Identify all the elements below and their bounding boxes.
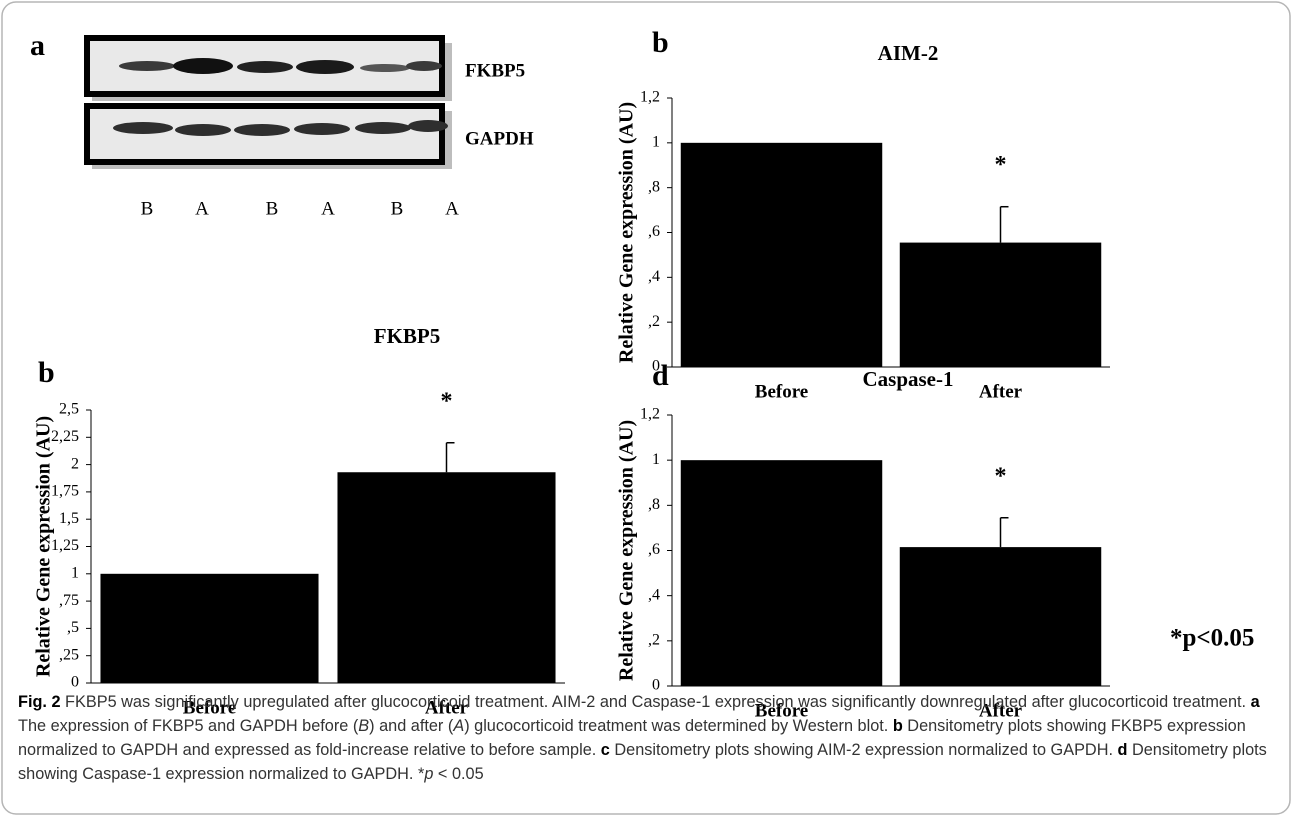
bar (680, 460, 883, 686)
caption-text: ) glucocorticoid treatment was determine… (464, 717, 893, 735)
caption-panel: b (892, 717, 903, 735)
y-tick-label: ,6 (648, 223, 660, 240)
caption-text: Densitometry plots showing AIM-2 express… (609, 741, 1118, 759)
significance-note: *p<0.05 (1170, 625, 1254, 652)
y-tick-label: 0 (71, 674, 79, 691)
bar (899, 242, 1102, 367)
y-tick-label: 0 (652, 677, 660, 694)
caption-text: Densitometry plots showing Caspase-1 exp… (18, 741, 1272, 783)
caption-panel: c (600, 741, 610, 759)
y-tick-label: 1,2 (640, 89, 660, 106)
y-tick-label: ,25 (59, 646, 79, 663)
y-tick-label: ,6 (648, 541, 660, 558)
y-tick-label: 2,5 (59, 401, 79, 418)
lane-label: B (266, 198, 279, 219)
bar (100, 573, 319, 683)
bar (337, 472, 556, 683)
x-tick-label: After (979, 700, 1023, 721)
y-tick-label: ,4 (648, 268, 660, 285)
caption-text: Densitometry plots showing FKBP5 express… (18, 717, 1251, 759)
y-tick-label: 1 (652, 451, 660, 468)
y-tick-label: ,75 (59, 592, 79, 609)
x-tick-label: Before (755, 381, 808, 402)
blot-bands (119, 58, 442, 74)
caption-text: ) and after ( (369, 717, 454, 735)
bar (680, 142, 883, 367)
caption-text: < 0.05 (433, 765, 484, 783)
frame (1, 1, 1291, 815)
significance-marker: * (995, 463, 1007, 489)
panel-letter: b (38, 356, 55, 389)
x-tick-label: After (425, 697, 469, 718)
y-tick-label: 2,25 (51, 428, 79, 445)
caption-text: The expression of FKBP5 and GAPDH before… (18, 693, 1264, 735)
y-tick-label: ,5 (67, 619, 79, 636)
panel-letter: d (652, 359, 669, 392)
y-tick-label: ,2 (648, 632, 660, 649)
caption-label: Fig. 2 (18, 693, 61, 711)
blot-row-label: FKBP5 (465, 60, 525, 81)
lane-label: B (391, 198, 404, 219)
bar (899, 547, 1102, 686)
y-tick-label: 1,25 (51, 537, 79, 554)
significance-marker: * (441, 388, 453, 414)
lane-label: A (445, 198, 459, 219)
significance-marker: * (995, 152, 1007, 178)
y-tick-label: 1,75 (51, 483, 79, 500)
y-axis-label: Relative Gene expression (AU) (33, 416, 55, 677)
y-tick-label: 1 (71, 564, 79, 581)
y-tick-label: 0 (652, 358, 660, 375)
x-tick-label: After (979, 381, 1023, 402)
caption-panel: a (1250, 693, 1260, 711)
y-tick-label: ,2 (648, 313, 660, 330)
caption-text: A (453, 717, 465, 735)
caption-text: B (358, 717, 370, 735)
x-tick-label: Before (755, 700, 808, 721)
lane-label: A (321, 198, 335, 219)
y-tick-label: 2 (71, 455, 79, 472)
y-tick-label: 1,5 (59, 510, 79, 527)
caption-text: FKBP5 was significantly upregulated afte… (60, 693, 1251, 711)
lane-label: A (195, 198, 209, 219)
chart-title: AIM-2 (878, 41, 939, 65)
y-tick-label: ,8 (648, 178, 660, 195)
y-axis-label: Relative Gene expression (AU) (616, 420, 638, 681)
caption-text: p (424, 765, 434, 783)
y-tick-label: 1 (652, 134, 660, 151)
blot-row-label: GAPDH (465, 128, 534, 149)
panel-letter: a (30, 29, 45, 62)
x-tick-label: Before (183, 697, 236, 718)
lane-label: B (141, 198, 154, 219)
caption-panel: d (1117, 741, 1128, 759)
y-tick-label: 1,2 (640, 406, 660, 423)
y-tick-label: ,8 (648, 496, 660, 513)
chart-title: Caspase-1 (862, 367, 953, 391)
caption: Fig. 2 FKBP5 was significantly upregulat… (18, 690, 1280, 786)
y-axis-label: Relative Gene expression (AU) (616, 102, 638, 363)
y-tick-label: ,4 (648, 586, 660, 603)
chart-title: FKBP5 (374, 324, 441, 348)
panel-letter: b (652, 26, 669, 59)
blot-bands (113, 120, 448, 136)
